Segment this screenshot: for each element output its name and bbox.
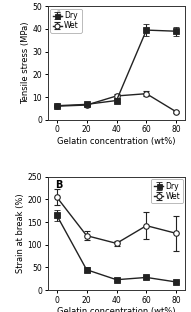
X-axis label: Gelatin concentration (wt%): Gelatin concentration (wt%) xyxy=(57,308,176,312)
Legend: Dry, Wet: Dry, Wet xyxy=(151,179,183,203)
Y-axis label: Tensile stress (MPa): Tensile stress (MPa) xyxy=(21,22,30,104)
Y-axis label: Strain at break (%): Strain at break (%) xyxy=(16,193,25,273)
Legend: Dry, Wet: Dry, Wet xyxy=(50,8,82,33)
Text: B: B xyxy=(55,180,62,190)
X-axis label: Gelatin concentration (wt%): Gelatin concentration (wt%) xyxy=(57,137,176,146)
Text: A: A xyxy=(55,10,62,20)
